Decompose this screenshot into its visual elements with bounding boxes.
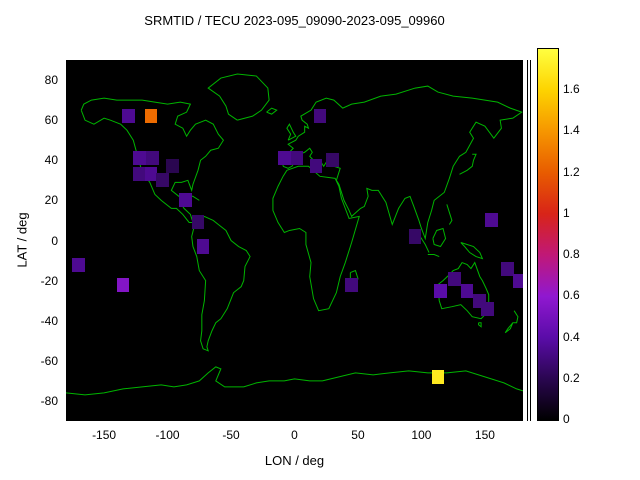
colorbar <box>537 48 559 421</box>
coastline-south-america <box>192 216 250 350</box>
heatmap-cell <box>178 193 192 208</box>
heatmap-cell <box>133 167 146 182</box>
heatmap-cell <box>345 277 358 292</box>
x-tick-label: -150 <box>92 428 117 442</box>
heatmap-cell <box>434 283 447 298</box>
x-tick-label: -50 <box>222 428 240 442</box>
colorbar-separator-line <box>530 60 531 421</box>
coastline-australia <box>438 263 489 319</box>
heatmap-cell <box>191 215 205 230</box>
coastline-borneo <box>433 228 446 246</box>
heatmap-cell <box>448 271 461 286</box>
heatmap-cell <box>313 109 327 124</box>
chart-title: SRMTID / TECU 2023-095_09090-2023-095_09… <box>144 13 445 28</box>
coastline-java <box>428 255 439 257</box>
heatmap-cell <box>431 369 445 384</box>
heatmap-cell <box>156 173 169 188</box>
heatmap-cell <box>290 151 304 166</box>
y-tick-label: 0 <box>51 233 58 248</box>
heatmap-cell <box>196 239 210 254</box>
colorbar-tick-label: 0.4 <box>563 329 580 344</box>
colorbar-tick-label: 1.2 <box>563 164 580 179</box>
colorbar-tick-label: 1 <box>563 205 570 220</box>
heatmap-cell <box>512 273 523 288</box>
y-tick-label: -20 <box>40 273 58 288</box>
x-tick-label: 0 <box>291 428 298 442</box>
heatmap-cell <box>116 277 130 292</box>
heatmap-cell <box>408 229 422 244</box>
y-tick-label: 60 <box>44 113 58 128</box>
heatmap-cell <box>121 109 135 124</box>
colorbar-tick-label: 1.4 <box>563 123 580 138</box>
coastline-new-zealand <box>505 311 518 333</box>
heatmap-cell <box>484 213 498 228</box>
heatmap-cell <box>481 301 494 316</box>
coastline-iceland <box>267 108 277 114</box>
colorbar-tick-label: 0.6 <box>563 288 580 303</box>
y-tick-label: 80 <box>44 73 58 88</box>
y-tick-label: 20 <box>44 193 58 208</box>
x-tick-label: -100 <box>155 428 180 442</box>
coastline-tasmania <box>479 323 482 327</box>
heatmap-cell <box>144 109 158 124</box>
y-tick-label: -60 <box>40 353 58 368</box>
y-tick-label: 40 <box>44 153 58 168</box>
heatmap-cell <box>309 159 323 174</box>
heatmap-cell <box>277 151 291 166</box>
coastline-antarctica <box>66 367 523 395</box>
coastline-philippines <box>447 204 452 224</box>
x-axis-label: LON / deg <box>264 453 325 468</box>
y-tick-label: -80 <box>40 393 58 408</box>
colorbar-tick-label: 0.2 <box>563 370 580 385</box>
heatmap-cell <box>460 283 474 298</box>
y-tick-label: -40 <box>40 313 58 328</box>
plot-right-border-line <box>527 60 528 421</box>
x-tick-label: 100 <box>411 428 432 442</box>
heatmap-cell <box>166 159 179 174</box>
map-plot-area <box>66 60 523 421</box>
colorbar-tick-label: 0.8 <box>563 247 580 262</box>
coastline-japan <box>460 154 477 174</box>
colorbar-tick-label: 0 <box>563 412 570 426</box>
heatmap-cell <box>72 257 86 272</box>
colorbar-tick-label: 1.6 <box>563 82 580 97</box>
coastline-africa <box>273 166 359 310</box>
heatmap-cell <box>144 167 158 182</box>
coastline-new-guinea <box>461 243 483 259</box>
x-tick-label: 150 <box>474 428 495 442</box>
heatmap-cell <box>133 151 146 166</box>
world-coastlines <box>66 60 523 421</box>
coastline-british-isles <box>287 124 296 140</box>
heatmap-cell <box>326 153 339 168</box>
heatmap-cell <box>501 261 515 276</box>
coastline-greenland <box>208 74 269 120</box>
x-tick-label: 50 <box>351 428 365 442</box>
heatmap-cell <box>145 151 159 166</box>
